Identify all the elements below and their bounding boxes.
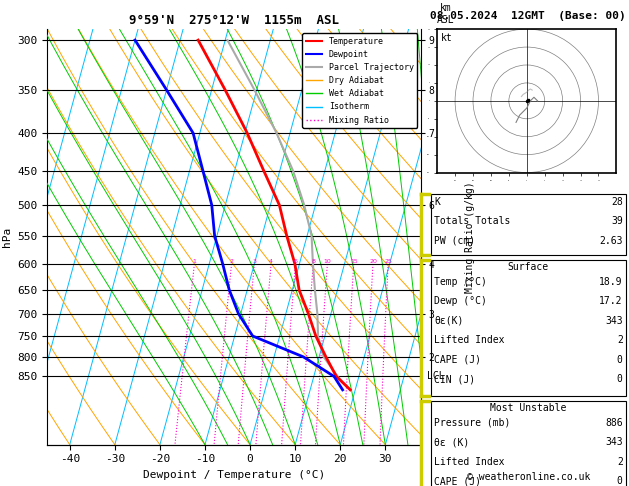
Text: K: K <box>434 197 440 207</box>
Text: 0: 0 <box>617 355 623 365</box>
Text: 343: 343 <box>605 316 623 326</box>
Text: 18.9: 18.9 <box>599 277 623 287</box>
Text: θε(K): θε(K) <box>434 316 464 326</box>
Legend: Temperature, Dewpoint, Parcel Trajectory, Dry Adiabat, Wet Adiabat, Isotherm, Mi: Temperature, Dewpoint, Parcel Trajectory… <box>303 34 417 128</box>
Text: 6: 6 <box>294 259 298 264</box>
Text: 886: 886 <box>605 418 623 428</box>
Text: kt: kt <box>441 34 452 43</box>
Text: 2: 2 <box>617 335 623 346</box>
Text: 2: 2 <box>230 259 233 264</box>
X-axis label: Dewpoint / Temperature (°C): Dewpoint / Temperature (°C) <box>143 470 325 480</box>
Text: Surface: Surface <box>508 262 549 272</box>
Text: Totals Totals: Totals Totals <box>434 216 510 226</box>
Text: CIN (J): CIN (J) <box>434 374 475 384</box>
Text: 10: 10 <box>323 259 331 264</box>
Text: CAPE (J): CAPE (J) <box>434 476 481 486</box>
Text: 39: 39 <box>611 216 623 226</box>
Y-axis label: hPa: hPa <box>2 227 12 247</box>
Text: 343: 343 <box>605 437 623 448</box>
Text: 15: 15 <box>350 259 358 264</box>
Text: 0: 0 <box>617 374 623 384</box>
Text: Dewp (°C): Dewp (°C) <box>434 296 487 307</box>
Text: 08.05.2024  12GMT  (Base: 00): 08.05.2024 12GMT (Base: 00) <box>430 11 626 21</box>
Text: © weatheronline.co.uk: © weatheronline.co.uk <box>467 472 590 482</box>
Text: 8: 8 <box>311 259 315 264</box>
Text: Pressure (mb): Pressure (mb) <box>434 418 510 428</box>
Text: LCL: LCL <box>427 371 445 382</box>
Text: Lifted Index: Lifted Index <box>434 335 504 346</box>
Text: 0: 0 <box>617 476 623 486</box>
Text: 2.63: 2.63 <box>599 236 623 246</box>
Text: 28: 28 <box>611 197 623 207</box>
Text: Temp (°C): Temp (°C) <box>434 277 487 287</box>
Title: 9°59'N  275°12'W  1155m  ASL: 9°59'N 275°12'W 1155m ASL <box>130 14 339 27</box>
Text: 25: 25 <box>384 259 392 264</box>
Text: Most Unstable: Most Unstable <box>490 403 567 413</box>
Text: 2: 2 <box>617 457 623 467</box>
Text: 4: 4 <box>269 259 273 264</box>
Text: Mixing Ratio (g/kg): Mixing Ratio (g/kg) <box>465 181 475 293</box>
Text: 17.2: 17.2 <box>599 296 623 307</box>
Text: PW (cm): PW (cm) <box>434 236 475 246</box>
Text: 1: 1 <box>192 259 196 264</box>
Text: 3: 3 <box>252 259 257 264</box>
Text: CAPE (J): CAPE (J) <box>434 355 481 365</box>
Text: 20: 20 <box>369 259 377 264</box>
Text: km
ASL: km ASL <box>437 3 455 25</box>
Text: θε (K): θε (K) <box>434 437 469 448</box>
Text: Lifted Index: Lifted Index <box>434 457 504 467</box>
